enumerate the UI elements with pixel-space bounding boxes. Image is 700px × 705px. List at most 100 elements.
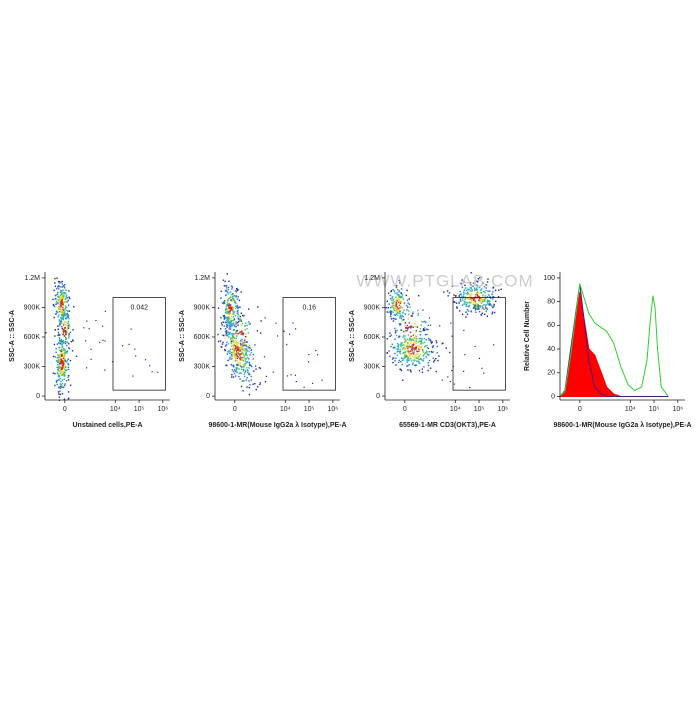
- event-dot: [286, 343, 288, 346]
- event-dot: [394, 306, 396, 308]
- event-dot: [227, 286, 230, 289]
- event-dot: [58, 314, 60, 316]
- event-dot: [429, 340, 432, 342]
- event-dot: [242, 343, 244, 345]
- event-dot: [401, 314, 403, 317]
- event-dot: [239, 358, 242, 361]
- event-dot: [62, 304, 64, 306]
- event-dot: [248, 393, 251, 396]
- event-dot: [61, 344, 63, 347]
- event-dot: [459, 294, 461, 296]
- event-dot: [486, 315, 489, 317]
- event-dot: [398, 296, 400, 298]
- event-dot: [235, 368, 238, 370]
- event-dot: [419, 353, 422, 356]
- event-dot: [54, 277, 56, 280]
- event-dot: [389, 313, 392, 316]
- event-dot: [63, 373, 66, 375]
- event-dot: [474, 300, 476, 302]
- event-dot: [482, 307, 484, 309]
- event-dot: [482, 299, 484, 301]
- event-dot: [62, 372, 64, 375]
- event-dot: [426, 351, 428, 353]
- event-dot: [61, 352, 63, 354]
- event-dot: [230, 358, 233, 360]
- event-dot: [386, 338, 388, 340]
- event-dot: [453, 294, 455, 296]
- x-tick-label: 0: [63, 406, 67, 413]
- event-dot: [432, 351, 434, 353]
- event-dot: [472, 299, 475, 301]
- event-dot: [460, 293, 462, 295]
- event-dot: [428, 337, 430, 340]
- event-dot: [488, 304, 491, 306]
- event-dot: [229, 299, 232, 302]
- event-dot: [474, 288, 476, 291]
- event-dot: [239, 342, 242, 345]
- event-dot: [68, 296, 70, 299]
- event-dot: [398, 335, 400, 338]
- event-dot: [408, 303, 411, 305]
- event-dot: [479, 297, 481, 300]
- event-dot: [466, 293, 469, 295]
- event-dot: [67, 322, 69, 325]
- event-dot: [226, 341, 228, 344]
- event-dot: [409, 337, 411, 339]
- event-dot: [61, 286, 64, 288]
- event-dot: [415, 346, 417, 348]
- event-dot: [418, 330, 421, 333]
- event-dot: [402, 312, 404, 314]
- event-dot: [410, 371, 412, 373]
- event-dot: [67, 304, 70, 306]
- event-dot: [415, 342, 417, 345]
- event-dot: [292, 322, 294, 324]
- event-dot: [476, 307, 479, 310]
- event-dot: [59, 338, 61, 340]
- event-dot: [228, 313, 230, 315]
- event-dot: [396, 292, 398, 294]
- event-dot: [66, 328, 68, 330]
- event-dot: [229, 350, 231, 352]
- event-dot: [483, 313, 486, 316]
- event-dot: [250, 375, 253, 378]
- event-dot: [436, 345, 438, 348]
- event-dot: [62, 339, 64, 342]
- event-dot: [426, 333, 428, 336]
- event-dot: [247, 370, 249, 372]
- event-dot: [111, 361, 114, 363]
- event-dot: [235, 355, 237, 357]
- event-dot: [242, 360, 245, 362]
- event-dot: [64, 383, 66, 385]
- event-dot: [237, 314, 240, 316]
- event-dot: [233, 333, 236, 336]
- event-dot: [472, 285, 474, 287]
- event-dot: [229, 326, 232, 329]
- event-dot: [234, 332, 236, 335]
- event-dot: [406, 345, 408, 348]
- event-dot: [410, 357, 412, 360]
- event-dot: [45, 332, 47, 334]
- event-dot: [398, 295, 400, 297]
- event-dot: [65, 295, 67, 298]
- event-dot: [451, 369, 453, 372]
- event-dot: [400, 316, 402, 318]
- event-dot: [236, 342, 238, 344]
- event-dot: [471, 290, 473, 292]
- event-dot: [430, 341, 432, 343]
- event-dot: [59, 383, 62, 385]
- event-dot: [391, 305, 393, 308]
- event-dot: [239, 306, 241, 308]
- event-dot: [421, 368, 424, 370]
- event-dot: [237, 324, 239, 326]
- event-dot: [399, 348, 401, 351]
- event-dot: [402, 330, 405, 333]
- event-dot: [239, 354, 241, 356]
- event-dot: [230, 339, 232, 341]
- event-dot: [62, 365, 64, 368]
- event-dot: [399, 335, 401, 337]
- event-dot: [245, 333, 247, 335]
- event-dot: [418, 369, 421, 372]
- event-dot: [428, 317, 430, 319]
- event-dot: [407, 328, 409, 330]
- event-dot: [492, 295, 494, 298]
